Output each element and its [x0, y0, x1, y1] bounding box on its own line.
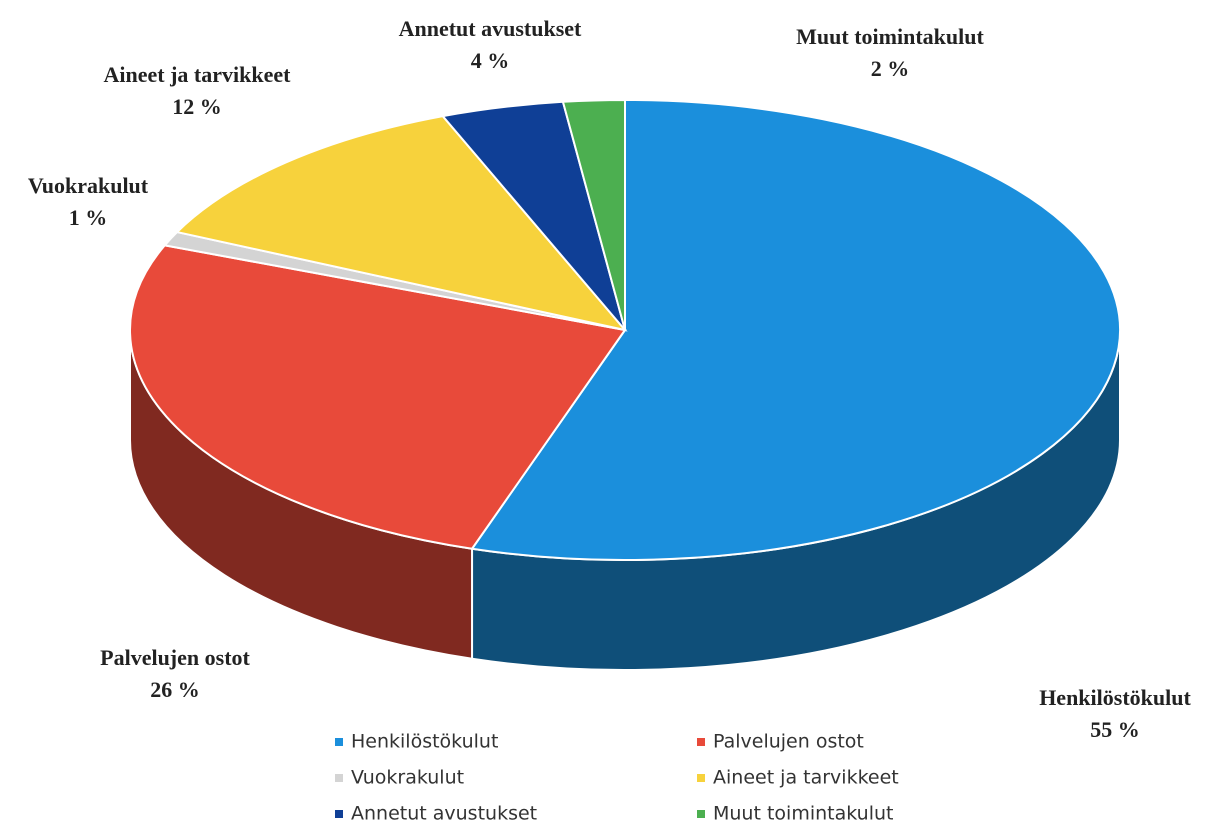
pie-slice [129, 244, 627, 550]
legend-swatch [697, 738, 705, 746]
pie-slice [175, 115, 628, 332]
legend-label: Annetut avustukset [351, 803, 537, 825]
legend-swatch [697, 774, 705, 782]
legend-label: Palvelujen ostot [713, 731, 864, 753]
legend-label: Muut toimintakulut [713, 803, 893, 825]
legend-label: Aineet ja tarvikkeet [713, 767, 899, 789]
data-label-value: 4 % [471, 48, 510, 73]
data-label-value: 1 % [69, 205, 108, 230]
pie-slice [561, 98, 626, 331]
data-label-name: Annetut avustukset [399, 16, 582, 41]
legend-label: Vuokrakulut [351, 767, 464, 789]
data-label-name: Henkilöstökulut [1039, 685, 1191, 710]
data-label-value: 26 % [150, 677, 200, 702]
data-label-value: 55 % [1090, 717, 1140, 742]
data-label-name: Vuokrakulut [28, 173, 149, 198]
data-label-name: Palvelujen ostot [100, 645, 250, 670]
data-label-name: Aineet ja tarvikkeet [104, 62, 292, 87]
data-label-value: 2 % [871, 56, 910, 81]
legend-swatch [697, 810, 705, 818]
legend-label: Henkilöstökulut [351, 731, 498, 753]
data-label-name: Muut toimintakulut [796, 24, 984, 49]
legend-swatch [335, 774, 343, 782]
legend-swatch [335, 738, 343, 746]
pie-slice [470, 98, 1121, 561]
data-label-value: 12 % [172, 94, 222, 119]
legend-swatch [335, 810, 343, 818]
